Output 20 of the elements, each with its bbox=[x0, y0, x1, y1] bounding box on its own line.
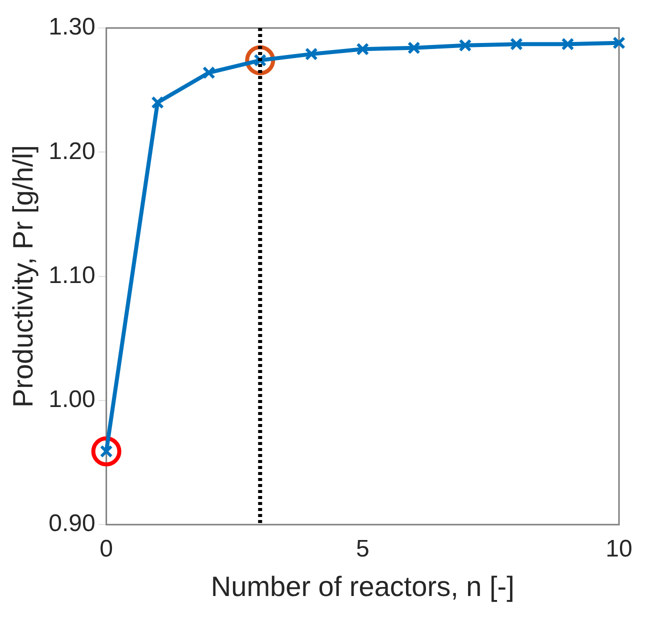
point bbox=[458, 38, 472, 52]
point bbox=[304, 48, 318, 61]
point bbox=[202, 66, 216, 80]
point bbox=[561, 38, 574, 51]
y-tick-label: 1.00 bbox=[48, 386, 96, 414]
y-axis-title: Productivity, Pr [g/h/l] bbox=[8, 145, 39, 408]
point bbox=[151, 96, 164, 109]
x-axis-title: Number of reactors, n [-] bbox=[210, 570, 514, 602]
point bbox=[510, 38, 523, 51]
point bbox=[612, 36, 626, 50]
x-tick-label: 0 bbox=[100, 536, 113, 563]
point bbox=[91, 436, 122, 466]
x-tick-label: 10 bbox=[606, 536, 632, 563]
point bbox=[407, 41, 420, 54]
y-tick-label: 1.10 bbox=[48, 262, 96, 289]
y-tick-label: 1.20 bbox=[48, 138, 96, 165]
point bbox=[356, 42, 370, 56]
y-tick-label: 0.90 bbox=[48, 510, 96, 538]
y-tick-label: 1.30 bbox=[48, 14, 96, 41]
x-tick-label: 5 bbox=[356, 536, 370, 563]
